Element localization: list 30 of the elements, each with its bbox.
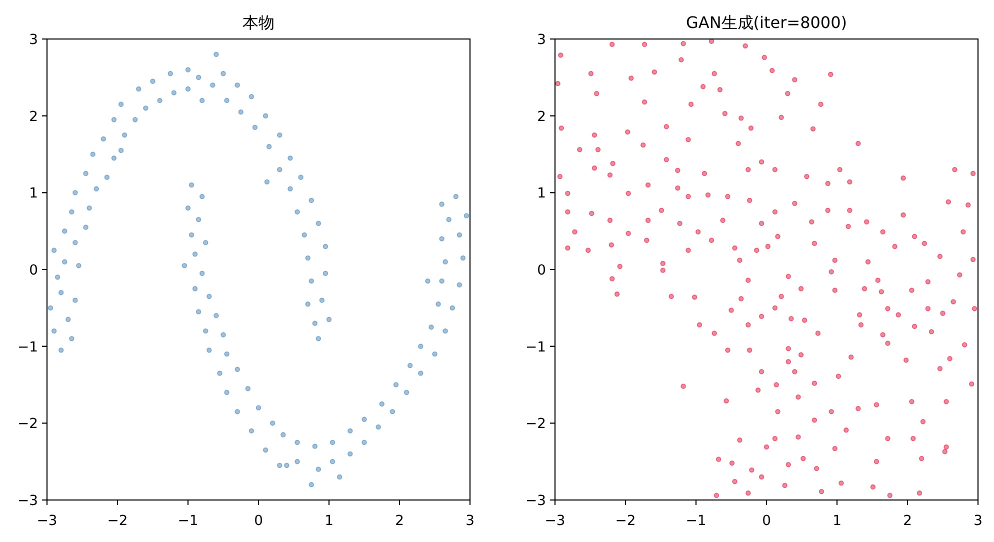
x-tick-label: 3 (974, 513, 982, 529)
y-tick-label: −3 (18, 493, 38, 509)
x-tick-label: −3 (544, 513, 566, 529)
y-tick-label: 1 (537, 186, 546, 202)
y-tick-label: 2 (29, 108, 38, 125)
x-tick-label: −1 (178, 513, 198, 529)
x-tick-label: −2 (615, 513, 636, 529)
x-tick-label: 0 (762, 513, 771, 529)
x-tick-label: −1 (686, 513, 706, 529)
y-tick-label: 0 (537, 262, 546, 278)
x-tick-label: 0 (254, 513, 263, 529)
y-tick-label: 3 (537, 32, 546, 48)
y-tick-label: −1 (526, 339, 546, 356)
x-tick-label: 2 (395, 513, 404, 529)
y-tick-label: −2 (526, 416, 546, 432)
y-tick-label: 0 (29, 262, 38, 278)
y-tick-label: 3 (29, 32, 38, 48)
x-tick-label: 2 (903, 513, 912, 529)
x-tick-label: −2 (107, 513, 128, 529)
x-tick-label: 1 (324, 513, 334, 529)
x-tick-label: 1 (832, 513, 842, 529)
y-tick-label: −3 (526, 493, 546, 509)
title: GAN生成(iter=8000) (686, 13, 848, 32)
y-tick-label: 2 (537, 108, 546, 125)
title: 本物 (242, 13, 274, 32)
y-tick-label: −1 (18, 339, 38, 356)
x-tick-label: −3 (36, 513, 58, 529)
y-tick-label: 1 (29, 186, 38, 202)
y-tick-label: −2 (18, 416, 38, 432)
x-tick-label: 3 (466, 513, 474, 529)
